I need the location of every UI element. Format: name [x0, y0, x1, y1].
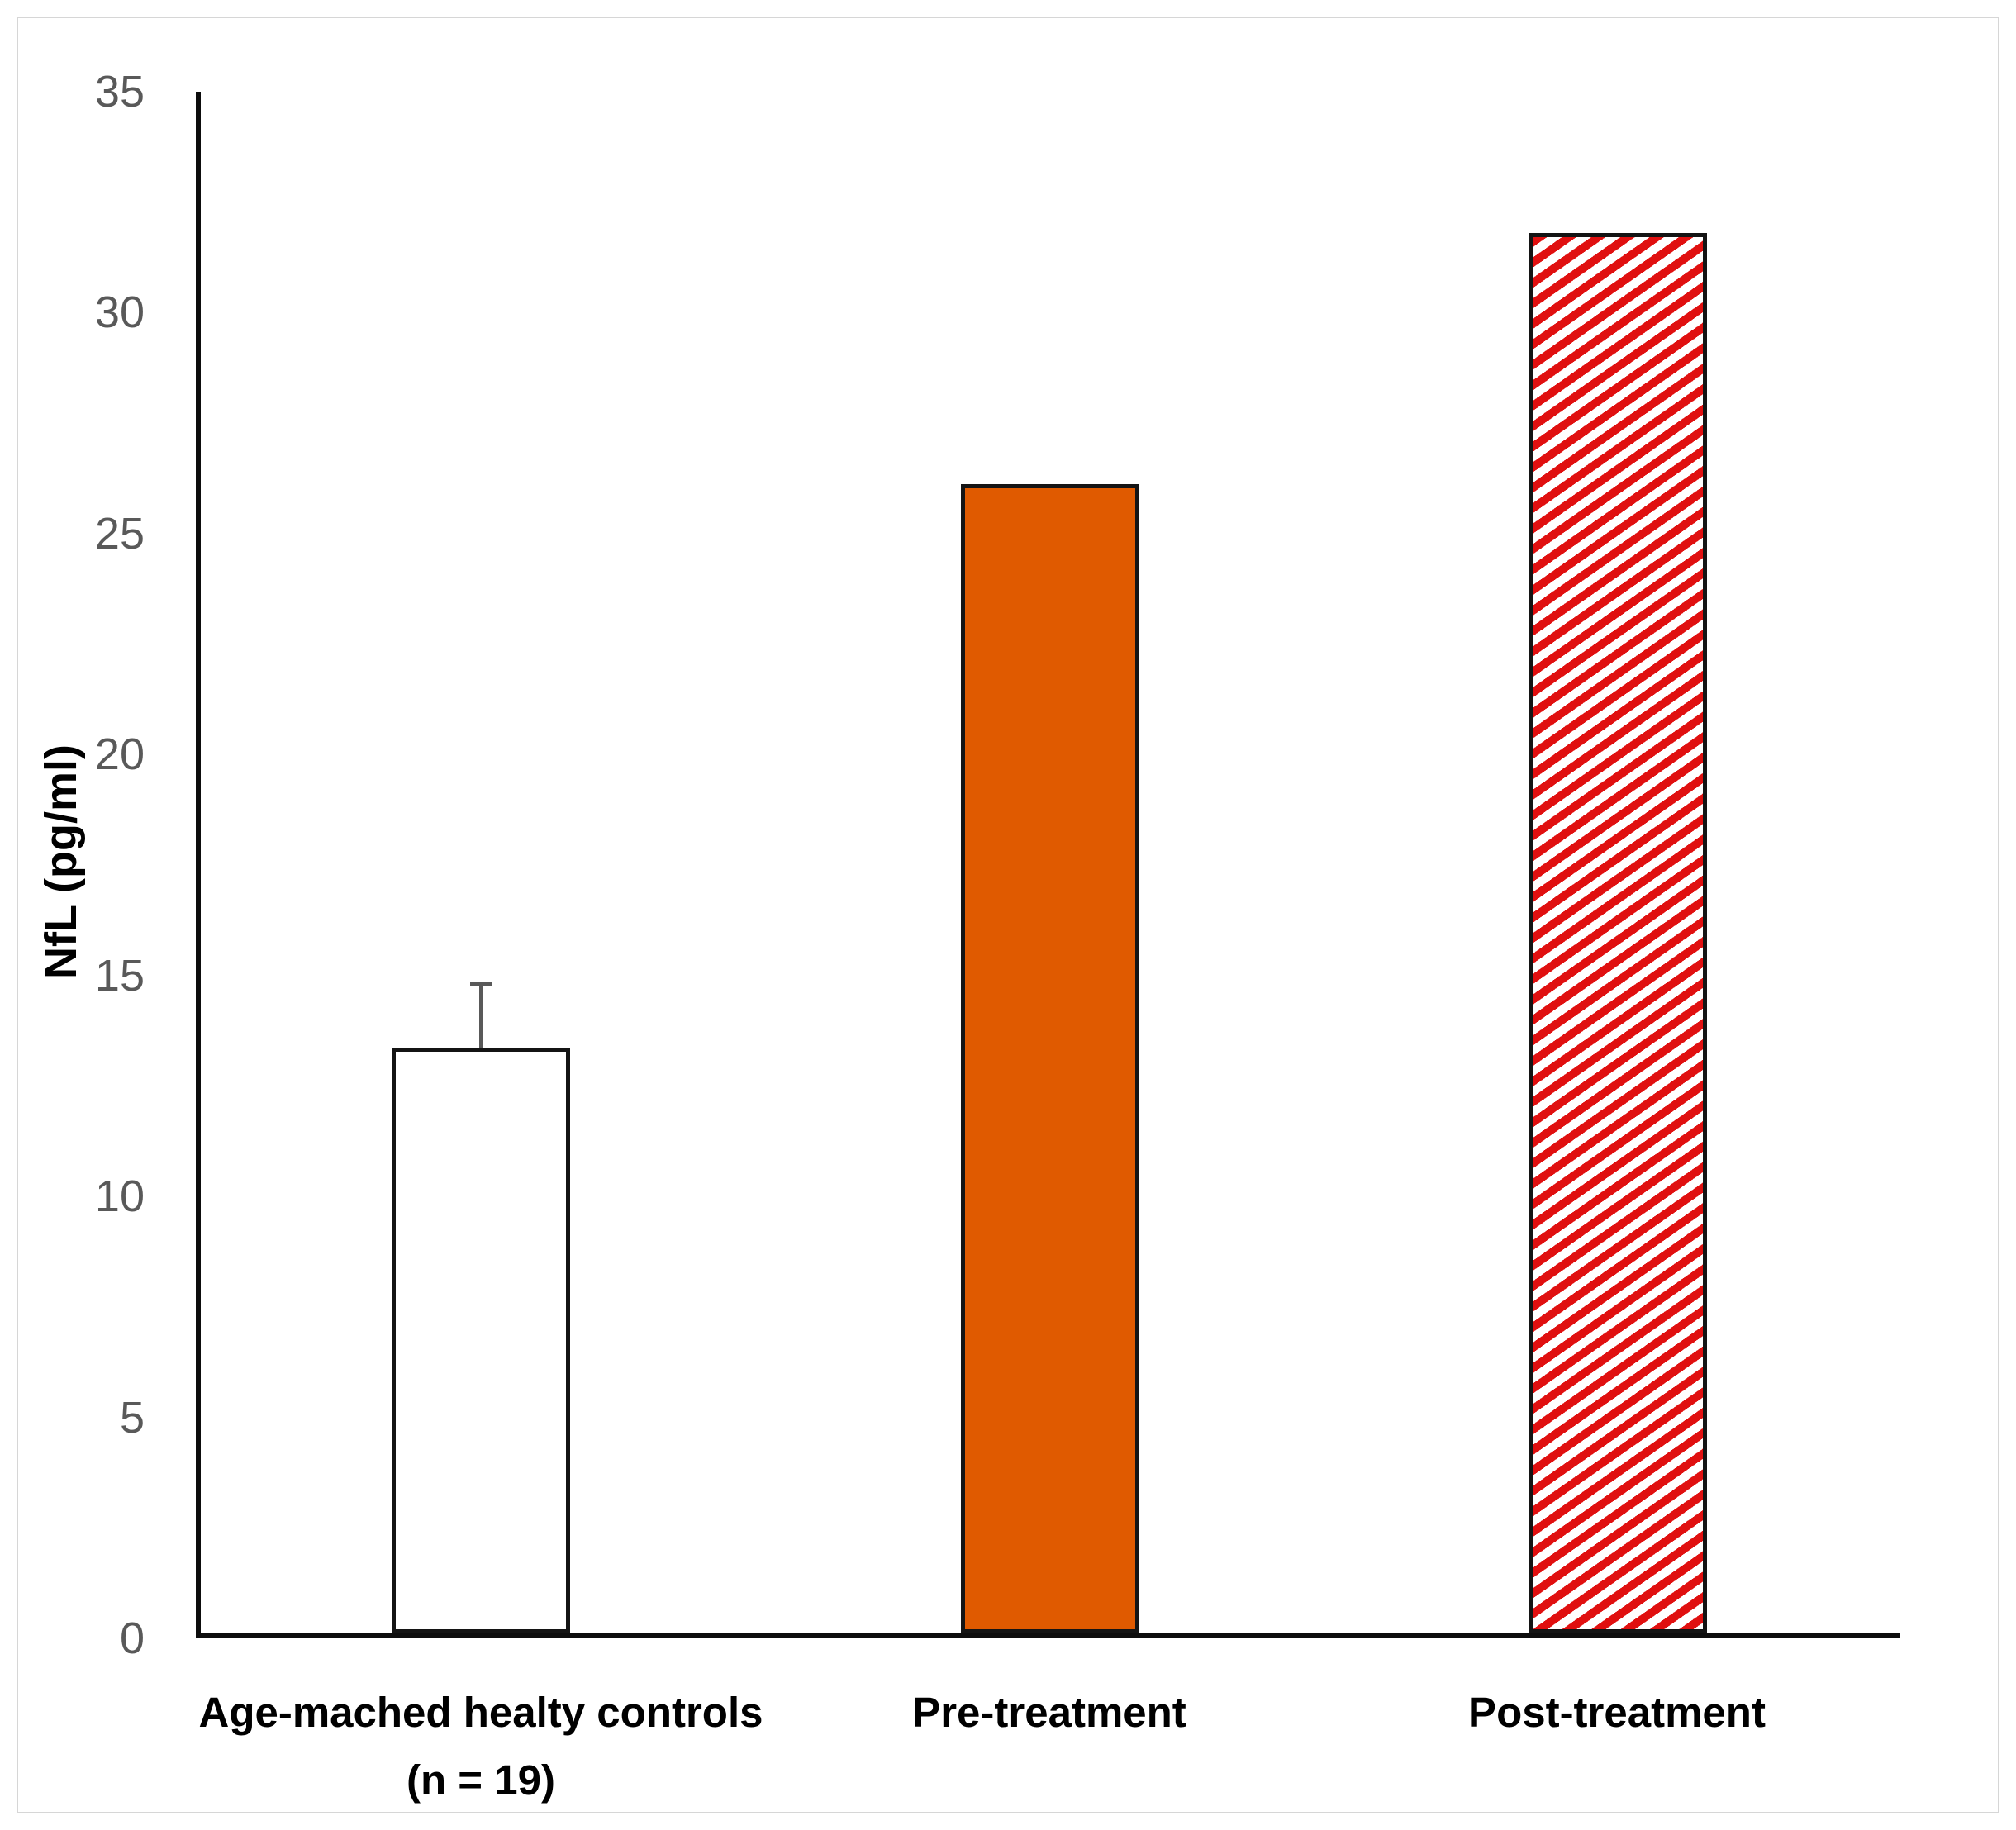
bar-post-treatment	[1529, 232, 1707, 1633]
bar-slot-post-treatment	[1529, 92, 1707, 1633]
error-bar-cap	[470, 981, 492, 986]
y-tick-label: 5	[119, 1392, 145, 1443]
y-tick-label: 0	[119, 1614, 145, 1663]
y-tick-label: 10	[94, 1172, 145, 1222]
x-category-label: Pre-treatment	[912, 1689, 1186, 1736]
bar-healthy-controls	[392, 1047, 570, 1633]
x-category-label: Post-treatment	[1468, 1689, 1766, 1736]
y-tick-label: 25	[94, 508, 145, 559]
y-tick-label: 30	[94, 288, 145, 338]
bar-slot-pre-treatment	[961, 92, 1139, 1633]
bar-slot-healthy-controls	[392, 92, 570, 1633]
x-category-label: Age-mached healty controls (n = 19)	[198, 1689, 763, 1804]
error-bar	[470, 981, 492, 1048]
bar-pre-treatment	[961, 483, 1139, 1633]
plot-inner	[201, 92, 1900, 1633]
plot-area	[196, 92, 1900, 1638]
y-tick-label: 15	[94, 950, 145, 1001]
y-tick-label: 35	[94, 67, 145, 116]
y-tick-labels: 0 5 10 15 20 25 30 35	[0, 69, 145, 1661]
y-tick-label: 20	[94, 730, 145, 780]
error-bar-whisker	[478, 981, 483, 1048]
